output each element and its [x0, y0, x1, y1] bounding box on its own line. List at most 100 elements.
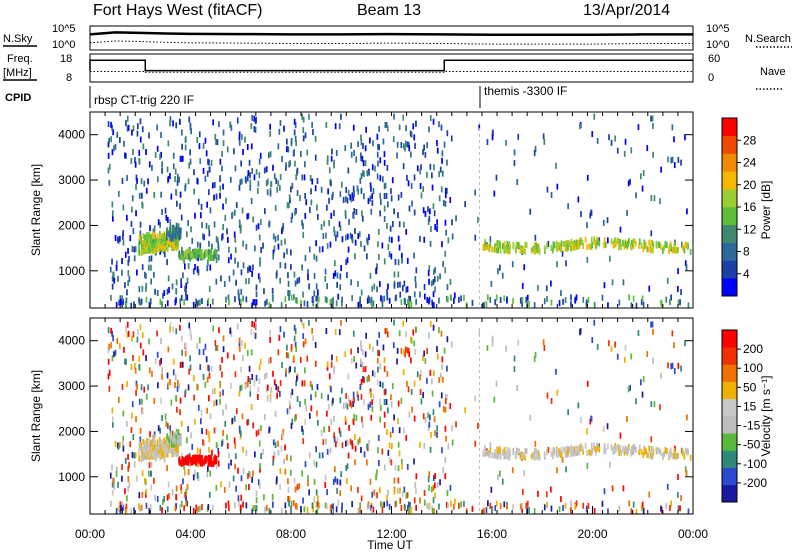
range-cell [439, 372, 442, 379]
range-cell [159, 221, 161, 228]
range-cell [111, 275, 114, 282]
range-cell [208, 249, 210, 256]
range-cell [331, 354, 333, 361]
range-cell [590, 442, 593, 449]
range-cell [543, 245, 546, 252]
range-cell [190, 334, 192, 341]
range-cell [209, 460, 211, 467]
range-cell [124, 152, 126, 159]
range-cell [433, 416, 436, 423]
range-cell [482, 302, 484, 309]
range-cell [357, 141, 359, 148]
range-cell [408, 411, 411, 418]
range-cell [593, 113, 596, 120]
range-cell [186, 294, 189, 301]
range-cell [651, 321, 654, 328]
range-cell [139, 427, 142, 434]
range-cell [219, 381, 221, 388]
range-cell [215, 257, 218, 264]
range-cell [135, 183, 137, 190]
range-cell [419, 168, 421, 175]
range-cell [268, 508, 271, 515]
range-cell [372, 188, 375, 194]
range-cell [140, 504, 143, 511]
range-cell [649, 245, 652, 251]
range-cell [200, 418, 202, 425]
range-cell [542, 339, 545, 346]
range-cell [188, 248, 190, 255]
range-cell [443, 141, 446, 148]
range-cell [342, 196, 345, 203]
range-cell [206, 265, 209, 272]
range-cell [453, 503, 455, 510]
range-cell [347, 189, 350, 196]
range-cell [148, 264, 150, 271]
range-cell [240, 298, 242, 305]
range-cell [151, 241, 154, 248]
range-cell [383, 464, 386, 471]
range-cell [182, 478, 184, 485]
range-cell [440, 124, 443, 131]
range-cell [268, 302, 271, 309]
range-cell [268, 220, 271, 227]
range-cell [484, 450, 486, 457]
range-cell [324, 268, 327, 275]
range-cell [586, 450, 588, 457]
range-cell [238, 219, 241, 226]
range-cell [302, 135, 305, 142]
range-cell [264, 208, 266, 215]
range-cell [251, 270, 253, 277]
range-cell [489, 502, 492, 509]
range-cell [288, 400, 291, 407]
range-cell [387, 201, 389, 208]
range-cell [503, 246, 505, 253]
range-cell [295, 208, 297, 214]
range-cell [156, 496, 159, 502]
range-cell [499, 453, 502, 460]
range-cell [320, 186, 323, 193]
range-cell [189, 158, 192, 165]
range-cell [268, 358, 270, 365]
range-cell [440, 186, 443, 193]
range-cell [546, 448, 548, 455]
range-cell [130, 158, 133, 164]
range-cell [161, 373, 163, 380]
range-cell [208, 159, 210, 166]
y-tick-label: 2000 [58, 218, 85, 232]
range-cell [109, 472, 112, 479]
range-cell [193, 394, 195, 401]
range-cell [304, 338, 307, 345]
range-cell [127, 330, 130, 337]
range-cell [126, 420, 128, 427]
range-cell [189, 364, 192, 371]
range-cell [208, 240, 210, 247]
range-cell [314, 341, 317, 348]
range-cell [650, 195, 653, 202]
range-cell [687, 302, 690, 309]
range-cell [139, 505, 142, 512]
range-cell [413, 380, 416, 387]
range-cell [290, 249, 292, 256]
range-cell [607, 302, 609, 309]
range-cell [301, 319, 303, 326]
range-cell [366, 376, 369, 383]
range-cell [169, 116, 172, 123]
range-cell [446, 336, 449, 343]
range-cell [247, 418, 250, 425]
range-cell [115, 470, 118, 477]
range-cell [219, 398, 221, 405]
range-cell [197, 404, 200, 411]
range-cell [208, 372, 211, 379]
range-cell [142, 439, 145, 445]
range-cell [556, 447, 558, 454]
range-cell [577, 196, 580, 203]
range-cell [294, 280, 297, 287]
range-cell [360, 139, 363, 146]
range-cell [174, 237, 176, 244]
range-cell [357, 486, 359, 493]
range-cell [635, 192, 637, 199]
range-cell [353, 414, 356, 420]
range-cell [555, 451, 558, 458]
range-cell [350, 151, 353, 158]
range-cell [235, 202, 238, 209]
